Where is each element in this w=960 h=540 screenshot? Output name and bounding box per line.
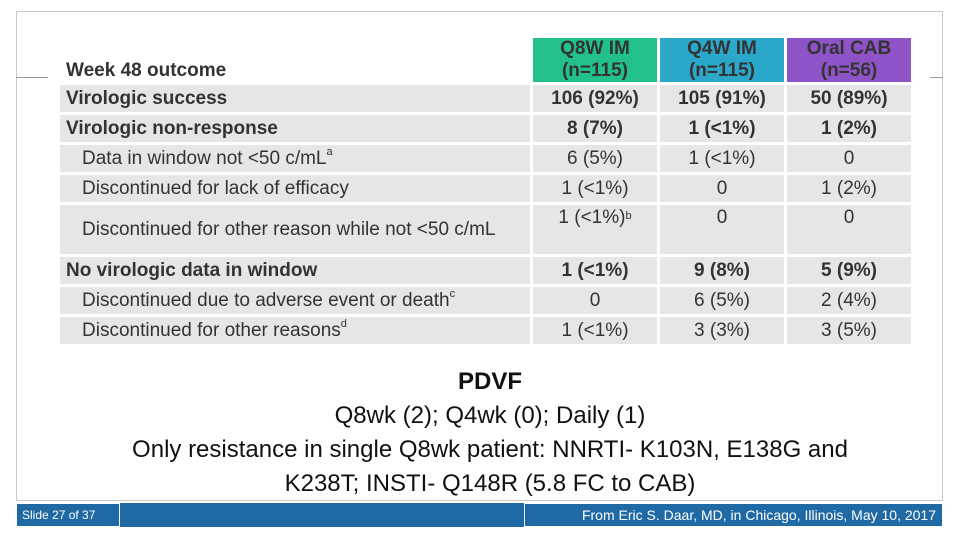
pdvf-line-2: Only resistance in single Q8wk patient: … [132,436,848,463]
row-label: Virologic success [60,85,530,112]
table-row: Virologic non-response 8 (7%) 1 (<1%) 1 … [60,115,911,142]
cell-q8w: 106 (92%) [533,85,657,112]
row-label: Discontinued due to adverse event or dea… [60,287,530,314]
table-row: Discontinued for lack of efficacy 1 (<1%… [60,175,911,202]
cell-oral-cab: 2 (4%) [787,287,911,314]
cell-q4w: 9 (8%) [660,257,784,284]
pdvf-summary: PDVF Q8wk (2); Q4wk (0); Daily (1) Only … [40,365,940,501]
table-row: Discontinued due to adverse event or dea… [60,287,911,314]
cell-oral-cab: 3 (5%) [787,317,911,344]
cell-q8w: 1 (<1%) [533,175,657,202]
table-row: Data in window not <50 c/mLa 6 (5%) 1 (<… [60,145,911,172]
table-row: Virologic success 106 (92%) 105 (91%) 50… [60,85,911,112]
cell-oral-cab: 5 (9%) [787,257,911,284]
cell-q4w: 1 (<1%) [660,115,784,142]
row-label: No virologic data in window [60,257,530,284]
footnote-marker: a [326,145,333,158]
row-label: Discontinued for other reasonsd [60,317,530,344]
table-row: Discontinued for other reasonsd 1 (<1%) … [60,317,911,344]
slide-number: Slide 27 of 37 [22,508,96,522]
cell-q4w: 105 (91%) [660,85,784,112]
cell-q4w: 1 (<1%) [660,145,784,172]
footer-slide-box [16,503,120,527]
cell-q8w: 0 [533,287,657,314]
cell-q8w: 1 (<1%) [533,317,657,344]
col-header-oral-cab: Oral CAB (n=56) [787,38,911,82]
table-row: Discontinued for other reason while not … [60,205,911,254]
slide-frame [16,11,943,501]
cell-q8w: 1 (<1%) [533,257,657,284]
pdvf-title: PDVF [457,368,522,395]
footnote-marker: d [340,317,347,330]
cell-q4w: 0 [660,175,784,202]
cell-q4w: 3 (3%) [660,317,784,344]
footer-credit-box [524,503,943,527]
pdvf-line-1: Q8wk (2); Q4wk (0); Daily (1) [334,402,646,429]
col-header-q4w: Q4W IM (n=115) [660,38,784,82]
footnote-marker: c [449,287,456,300]
row-label: Data in window not <50 c/mLa [60,145,530,172]
row-label: Discontinued for lack of efficacy [60,175,530,202]
row-label: Discontinued for other reason while not … [60,205,530,254]
cell-oral-cab: 1 (2%) [787,115,911,142]
cell-q8w: 1 (<1%)b [533,205,657,254]
cell-q4w: 6 (5%) [660,287,784,314]
divider-right [930,77,943,78]
cell-oral-cab: 0 [787,145,911,172]
footnote-marker: b [625,210,632,222]
pdvf-line-3: K238T; INSTI- Q148R (5.8 FC to CAB) [284,470,696,497]
divider-left [16,77,48,78]
cell-oral-cab: 1 (2%) [787,175,911,202]
cell-oral-cab: 50 (89%) [787,85,911,112]
source-credit: From Eric S. Daar, MD, in Chicago, Illin… [581,507,936,523]
table-title: Week 48 outcome [60,38,530,82]
footer-bar [16,503,943,527]
table-row: No virologic data in window 1 (<1%) 9 (8… [60,257,911,284]
row-label: Virologic non-response [60,115,530,142]
cell-q8w: 6 (5%) [533,145,657,172]
outcome-table: Week 48 outcome Q8W IM (n=115) Q4W IM (n=1… [57,35,914,355]
cell-q4w: 0 [660,205,784,254]
cell-oral-cab: 0 [787,205,911,254]
cell-q8w: 8 (7%) [533,115,657,142]
col-header-q8w: Q8W IM (n=115) [533,38,657,82]
